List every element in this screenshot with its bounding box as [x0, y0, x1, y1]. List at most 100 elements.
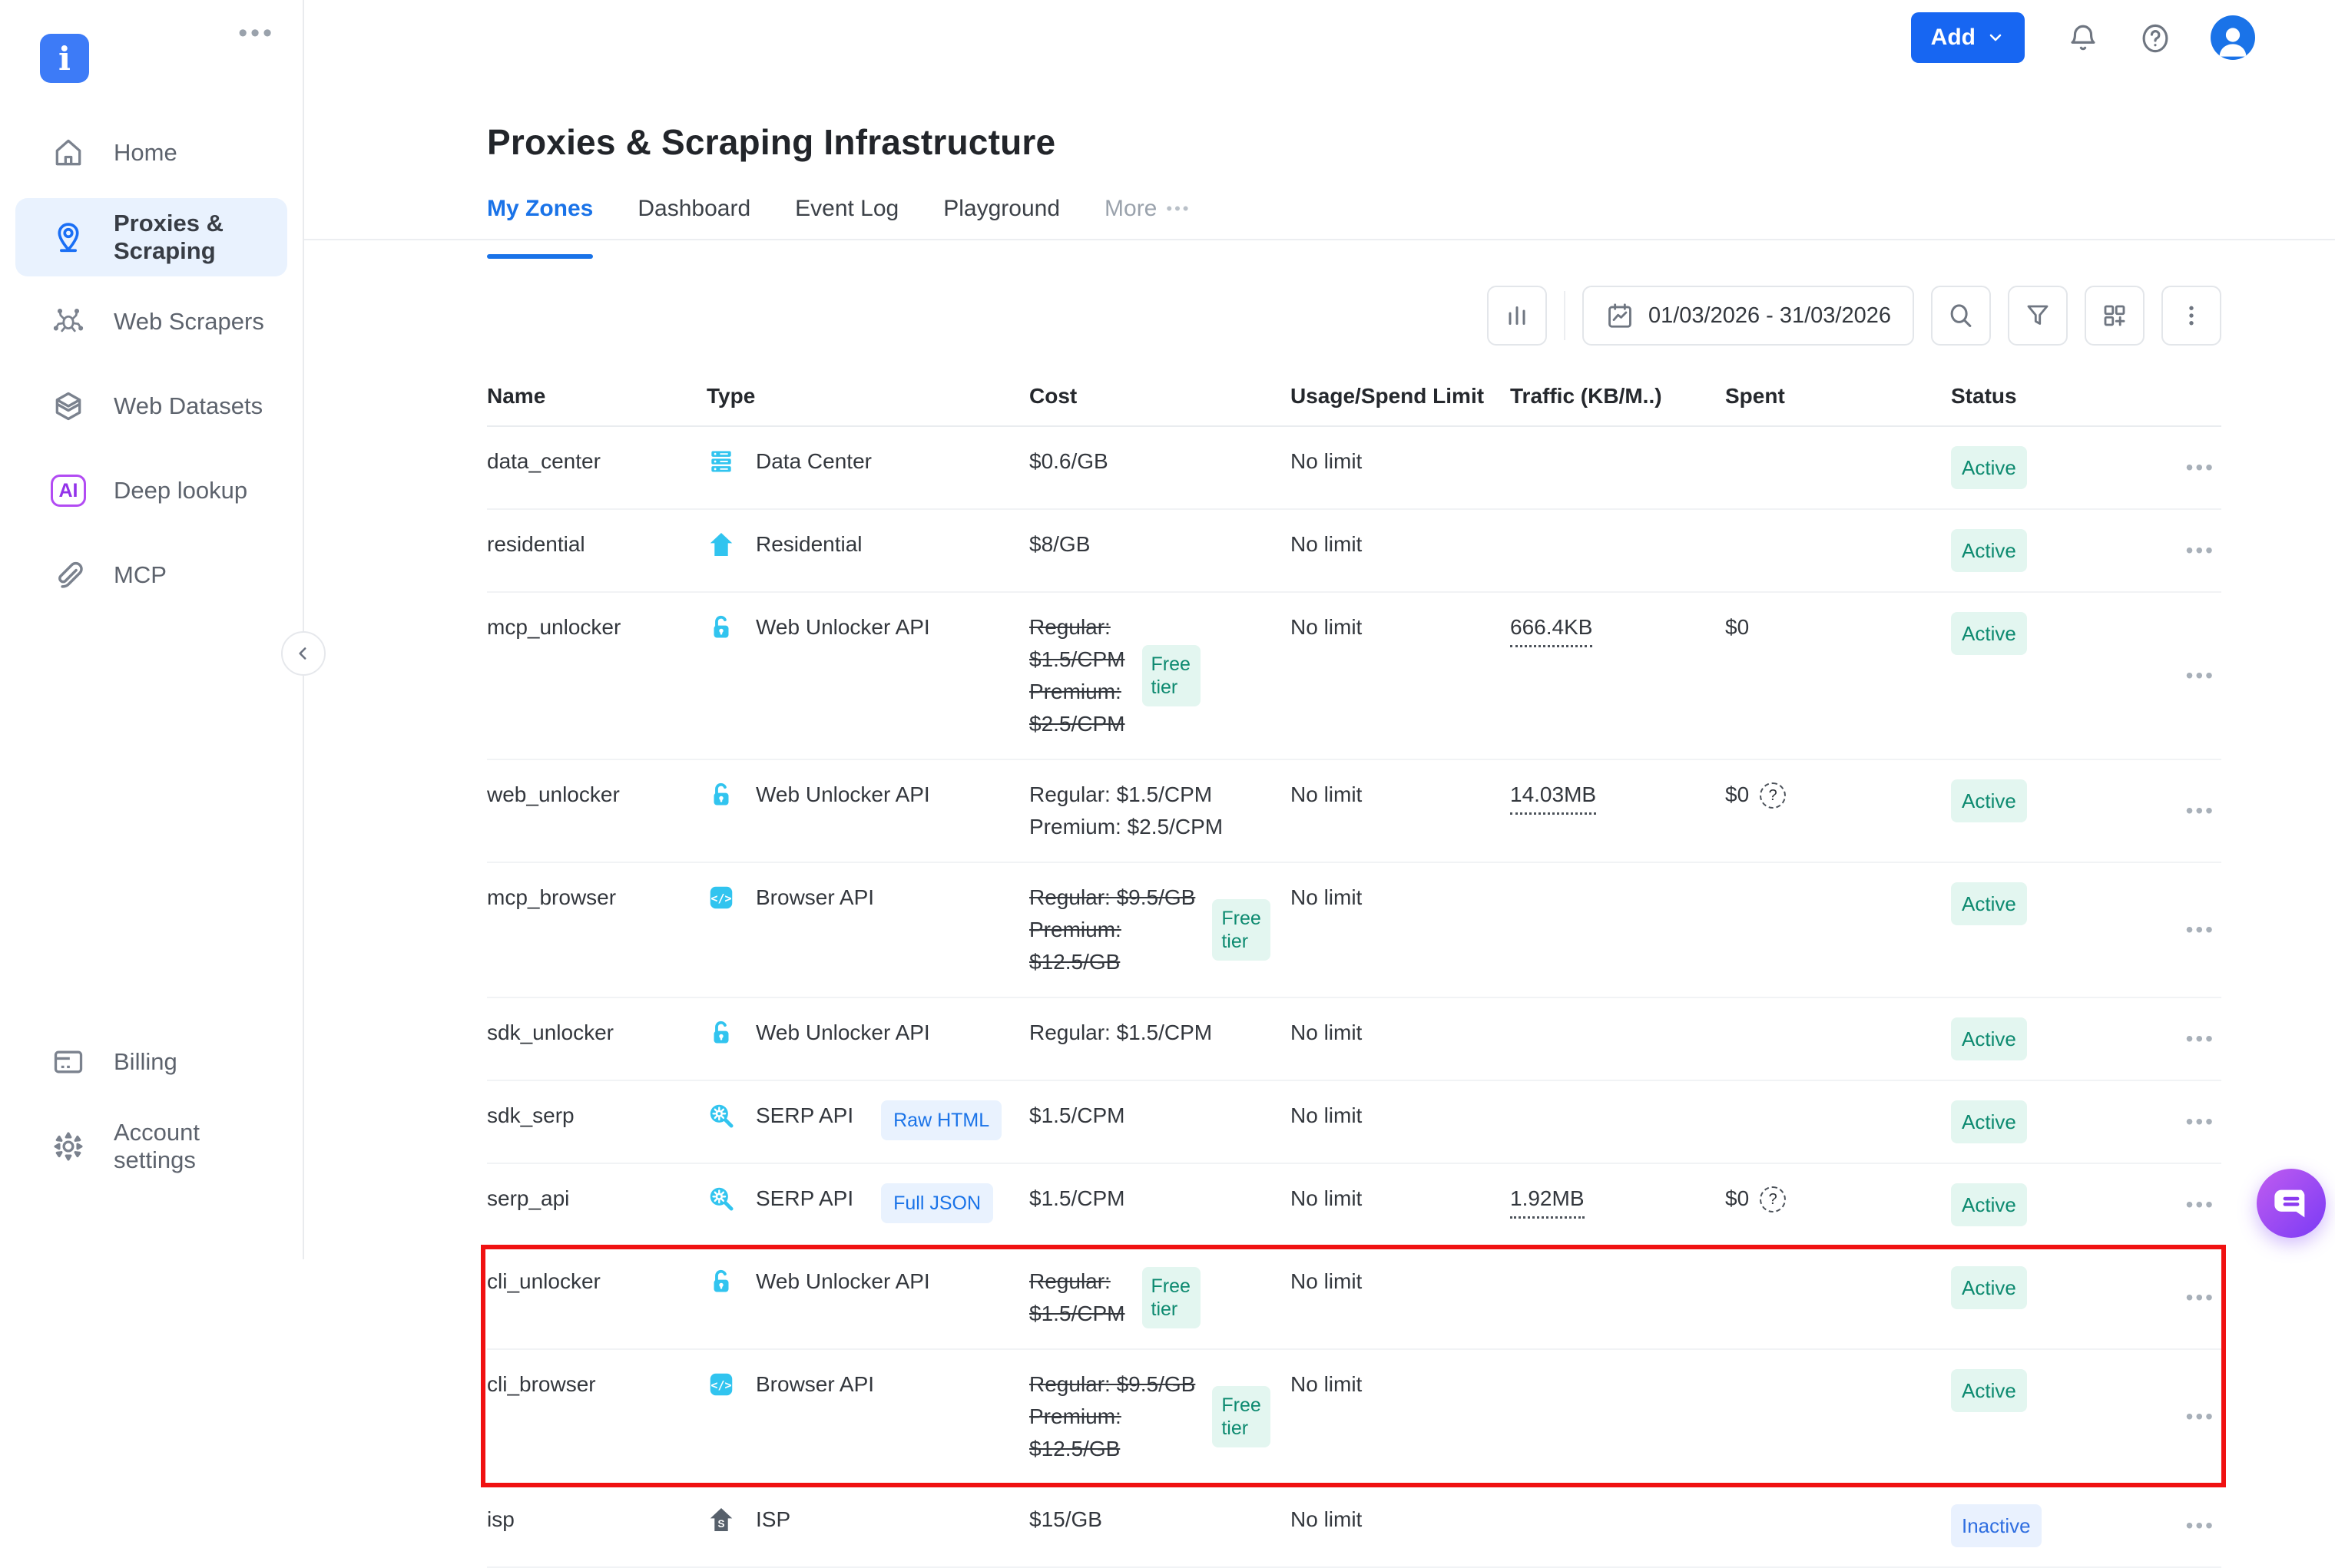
filter-button[interactable] [2008, 286, 2068, 346]
cost-line: Regular: $1.5/CPM [1029, 779, 1223, 810]
zone-name: cli_browser [487, 1369, 707, 1400]
browser-type-icon: </> [707, 883, 736, 912]
row-menu-icon[interactable]: ••• [2158, 1027, 2221, 1051]
zone-type-label: SERP API [756, 1183, 853, 1214]
zone-type-label: Data Center [756, 446, 872, 477]
tab-my-zones[interactable]: My Zones [487, 196, 593, 240]
status-badge: Active [1951, 1100, 2027, 1143]
zone-status: Active [1951, 529, 2158, 572]
type-format-badge: Raw HTML [881, 1100, 1002, 1140]
cost-line: $0.6/GB [1029, 446, 1108, 477]
tab-bar: My Zones Dashboard Event Log Playground More… [304, 196, 2335, 240]
zone-traffic: 1.92MB [1510, 1183, 1725, 1219]
row-menu-icon[interactable]: ••• [2158, 1285, 2221, 1310]
zone-status: Active [1951, 1100, 2158, 1143]
row-menu-icon[interactable]: ••• [2158, 455, 2221, 480]
tab-playground[interactable]: Playground [943, 196, 1060, 240]
sidebar-item-home[interactable]: Home [15, 114, 287, 192]
cost-line: $1.5/CPM [1029, 644, 1125, 675]
row-menu-icon[interactable]: ••• [2158, 918, 2221, 942]
notifications-bell-icon[interactable] [2066, 22, 2100, 55]
row-menu-icon[interactable]: ••• [2158, 1110, 2221, 1134]
row-menu-icon[interactable]: ••• [2158, 1513, 2221, 1538]
zones-table: NameTypeCostUsage/Spend LimitTraffic (KB… [487, 367, 2221, 1568]
row-menu-icon[interactable]: ••• [2158, 663, 2221, 688]
sidebar-item-web-scrapers[interactable]: Web Scrapers [15, 283, 287, 361]
traffic-value[interactable]: 1.92MB [1510, 1183, 1585, 1219]
status-badge: Active [1951, 446, 2027, 489]
sidebar-footer-nav: BillingAccount settings [0, 1017, 303, 1192]
chart-view-button[interactable] [1487, 286, 1547, 346]
tab-event-log[interactable]: Event Log [795, 196, 899, 240]
sidebar-item-web-datasets[interactable]: Web Datasets [15, 367, 287, 445]
zone-name: mcp_browser [487, 882, 707, 913]
bar-chart-icon [1503, 302, 1531, 329]
row-menu-icon[interactable]: ••• [2158, 799, 2221, 823]
svg-text:</>: </> [710, 892, 731, 905]
zone-usage-limit: No limit [1290, 779, 1510, 810]
chat-widget-button[interactable] [2257, 1169, 2326, 1238]
zone-spent: $0 [1725, 612, 1951, 643]
zone-type: Residential [707, 529, 1029, 560]
date-range-button[interactable]: 01/03/2026 - 31/03/2026 [1582, 286, 1914, 346]
row-menu-icon[interactable]: ••• [2158, 538, 2221, 563]
zone-name: residential [487, 529, 707, 560]
app-logo[interactable]: i [40, 34, 89, 83]
cost-line: $12.5/GB [1029, 1434, 1195, 1464]
column-header-traffic-kb-m-: Traffic (KB/M..) [1510, 384, 1725, 409]
sidebar: i ••• HomeProxies & ScrapingWeb Scrapers… [0, 0, 304, 1259]
add-button[interactable]: Add [1911, 12, 2025, 63]
help-icon[interactable] [2138, 22, 2172, 55]
user-avatar[interactable] [2211, 15, 2255, 60]
status-badge: Active [1951, 529, 2027, 572]
filter-funnel-icon [2024, 302, 2052, 329]
credit-card-icon [51, 1044, 86, 1080]
tab-label: My Zones [487, 196, 593, 222]
unlock-type-icon [707, 780, 736, 809]
sidebar-menu-dots-icon[interactable]: ••• [238, 18, 275, 48]
table-menu-button[interactable] [2161, 286, 2221, 346]
cost-line: $1.5/CPM [1029, 1298, 1125, 1329]
zone-status: Active [1951, 1369, 2158, 1412]
zone-type: SISP [707, 1504, 1029, 1535]
chevron-down-icon [1986, 28, 2005, 47]
zone-type-label: Browser API [756, 882, 874, 913]
zone-cost: Regular: $9.5/GBPremium:$12.5/GBFree tie… [1029, 1369, 1290, 1464]
zone-status: Active [1951, 446, 2158, 489]
search-button[interactable] [1931, 286, 1991, 346]
zone-type-label: SERP API [756, 1100, 853, 1131]
row-menu-icon[interactable]: ••• [2158, 1404, 2221, 1429]
sidebar-item-proxies-scraping[interactable]: Proxies & Scraping [15, 198, 287, 276]
status-badge: Active [1951, 1266, 2027, 1309]
zone-type-label: Web Unlocker API [756, 779, 930, 810]
table-row-sdk_serp: sdk_serpSERP APIRaw HTML$1.5/CPMNo limit… [487, 1081, 2221, 1164]
tab-more[interactable]: More••• [1105, 196, 1191, 240]
zone-type-label: Web Unlocker API [756, 612, 930, 643]
sidebar-collapse-button[interactable] [281, 631, 326, 676]
zone-spent: $0? [1725, 1183, 1951, 1214]
zone-name: web_unlocker [487, 779, 707, 810]
traffic-value[interactable]: 666.4KB [1510, 612, 1592, 647]
sidebar-item-mcp[interactable]: MCP [15, 536, 287, 614]
zone-spent: $0? [1725, 779, 1951, 810]
tab-dashboard[interactable]: Dashboard [638, 196, 750, 240]
table-row-mcp_browser: mcp_browser</> Browser API Regular: $9.5/G… [487, 863, 2221, 998]
spent-help-icon[interactable]: ? [1760, 1186, 1786, 1212]
svg-text:</>: </> [710, 1378, 731, 1392]
spent-help-icon[interactable]: ? [1760, 782, 1786, 809]
zone-status: Inactive [1951, 1504, 2158, 1547]
cost-line: Regular: $9.5/GB [1029, 1369, 1195, 1400]
sidebar-item-account-settings[interactable]: Account settings [15, 1107, 287, 1186]
zone-type: SERP APIFull JSON [707, 1183, 1029, 1223]
sidebar-item-deep-lookup[interactable]: AIDeep lookup [15, 452, 287, 530]
zone-name: mcp_unlocker [487, 612, 707, 643]
zone-type: SERP API Raw HTML [707, 1100, 1029, 1140]
chevron-left-icon [293, 643, 313, 663]
calendar-icon [1605, 301, 1634, 330]
traffic-value[interactable]: 14.03MB [1510, 779, 1596, 815]
customize-columns-button[interactable] [2085, 286, 2145, 346]
row-menu-icon[interactable]: ••• [2158, 1193, 2221, 1217]
cost-line: Regular: $9.5/GB [1029, 882, 1195, 913]
sidebar-item-billing[interactable]: Billing [15, 1023, 287, 1101]
zone-type-label: Web Unlocker API [756, 1017, 930, 1048]
